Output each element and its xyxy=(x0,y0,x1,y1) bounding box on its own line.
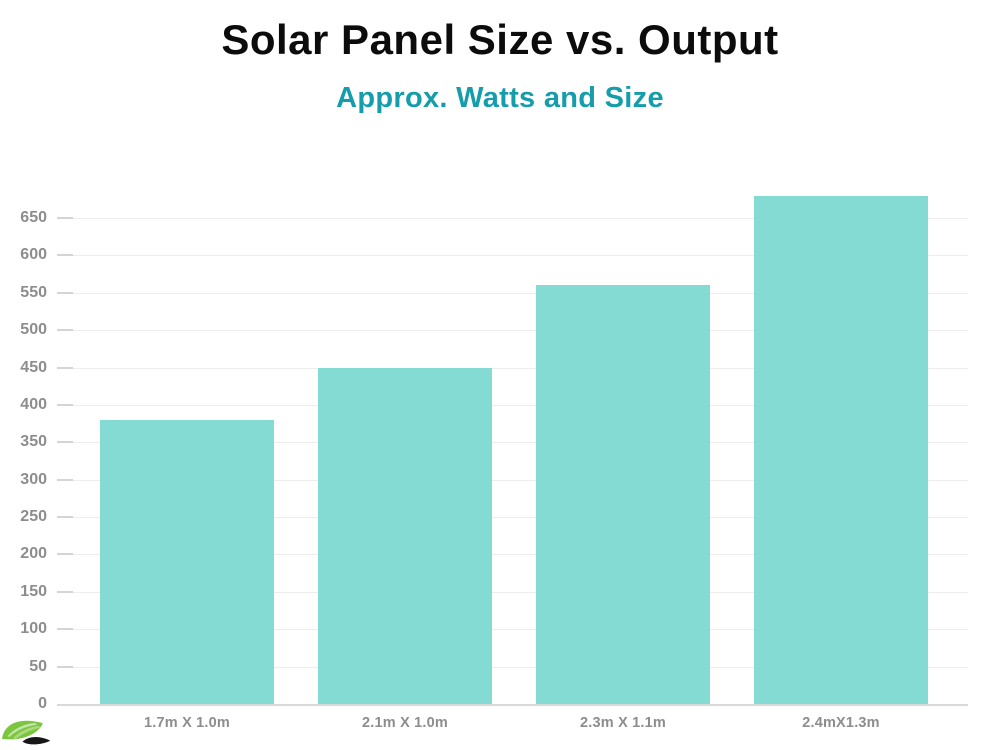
axis-tick-650 xyxy=(57,217,73,219)
gridline-650 xyxy=(57,218,968,219)
axis-tick-50 xyxy=(57,666,73,668)
axis-tick-400 xyxy=(57,404,73,406)
chart-subtitle: Approx. Watts and Size xyxy=(336,82,664,114)
axis-tick-200 xyxy=(57,553,73,555)
gridline-400 xyxy=(57,405,968,406)
y-axis-label-450: 450 xyxy=(20,359,47,376)
axis-tick-150 xyxy=(57,591,73,593)
bar-2 xyxy=(318,368,492,704)
gridline-200 xyxy=(57,554,968,555)
y-axis-label-200: 200 xyxy=(20,545,47,562)
gridline-500 xyxy=(57,330,968,331)
axis-tick-550 xyxy=(57,292,73,294)
y-axis-label-350: 350 xyxy=(20,433,47,450)
leaf-logo xyxy=(2,720,51,745)
axis-tick-300 xyxy=(57,479,73,481)
gridline-250 xyxy=(57,517,968,518)
gridline-600 xyxy=(57,255,968,256)
gridline-350 xyxy=(57,442,968,443)
gridline-300 xyxy=(57,480,968,481)
axis-tick-250 xyxy=(57,516,73,518)
chart-title: Solar Panel Size vs. Output xyxy=(221,16,779,63)
gridline-550 xyxy=(57,293,968,294)
y-axis-label-650: 650 xyxy=(20,209,47,226)
y-axis-label-50: 50 xyxy=(29,658,47,675)
x-axis-label-4: 2.4mX1.3m xyxy=(802,715,880,731)
x-axis-label-3: 2.3m X 1.1m xyxy=(579,715,667,731)
axis-tick-100 xyxy=(57,628,73,630)
axis-tick-350 xyxy=(57,441,73,443)
bar-1 xyxy=(100,420,274,704)
axis-tick-500 xyxy=(57,329,73,331)
y-axis-label-150: 150 xyxy=(20,583,47,600)
y-axis-label-0: 0 xyxy=(38,695,47,712)
y-axis-label-100: 100 xyxy=(20,620,47,637)
gridline-100 xyxy=(57,629,968,630)
x-axis-line xyxy=(57,704,968,706)
x-axis-label-2: 2.1m X 1.0m xyxy=(361,715,449,731)
gridline-450 xyxy=(57,368,968,369)
gridline-150 xyxy=(57,592,968,593)
y-axis-label-250: 250 xyxy=(20,508,47,525)
y-axis-label-300: 300 xyxy=(20,471,47,488)
gridline-50 xyxy=(57,667,968,668)
bar-3 xyxy=(536,285,710,704)
y-axis-label-400: 400 xyxy=(20,396,47,413)
y-axis-label-500: 500 xyxy=(20,321,47,338)
x-axis-label-1: 1.7m X 1.0m xyxy=(143,715,231,731)
axis-tick-600 xyxy=(57,254,73,256)
y-axis-label-550: 550 xyxy=(20,284,47,301)
bar-4 xyxy=(754,196,928,704)
axis-tick-450 xyxy=(57,367,73,369)
y-axis-label-600: 600 xyxy=(20,246,47,263)
